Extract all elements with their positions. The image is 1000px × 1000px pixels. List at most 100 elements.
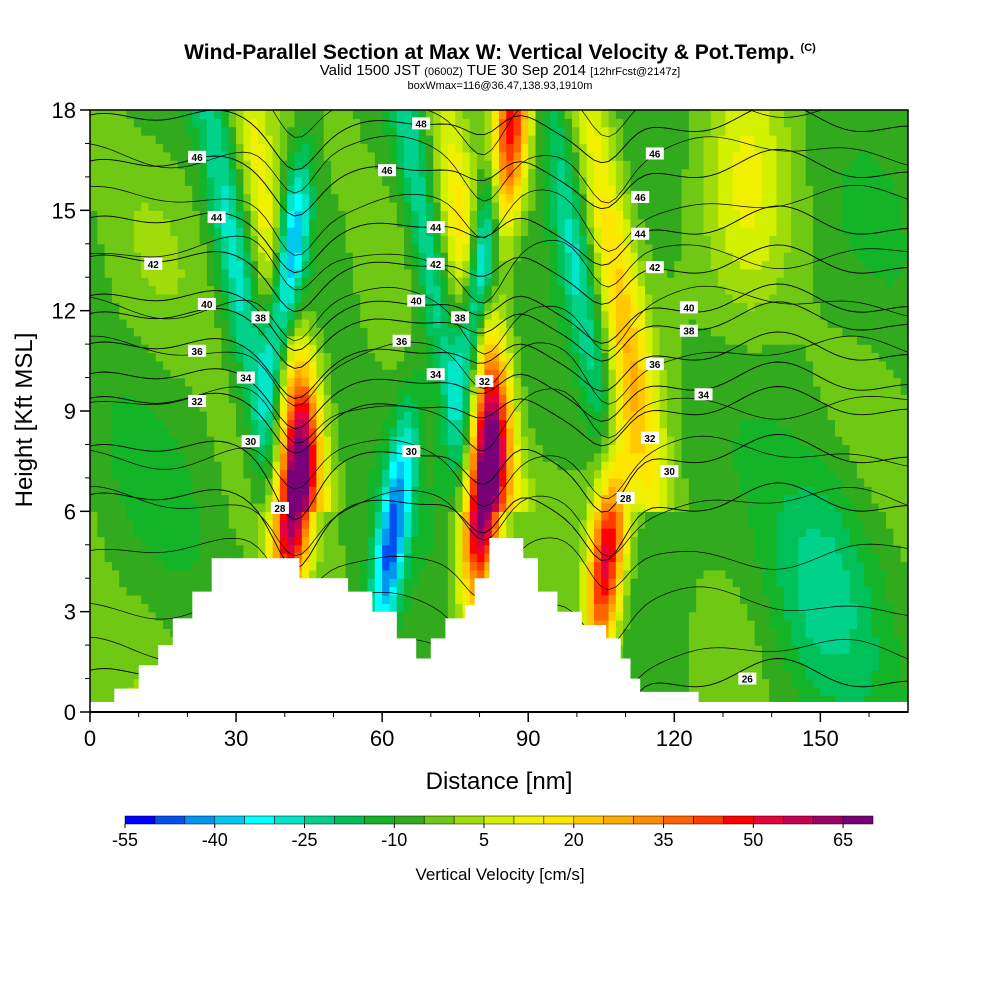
heat-cell	[389, 561, 398, 571]
heat-cell	[382, 252, 391, 262]
heat-cell	[316, 377, 325, 387]
heat-cell	[323, 302, 332, 312]
heat-cell	[557, 201, 566, 211]
heat-cell	[236, 185, 244, 195]
heat-cell	[557, 193, 566, 203]
heat-cell	[513, 369, 522, 379]
heat-cell	[352, 210, 361, 220]
heat-cell	[352, 118, 361, 128]
heat-cell	[418, 461, 427, 471]
heat-cell	[301, 293, 310, 303]
heat-cell	[520, 402, 529, 412]
heat-cell	[214, 519, 223, 529]
heat-cell	[396, 528, 405, 538]
heat-cell	[97, 528, 106, 538]
heat-cell	[352, 185, 361, 195]
heat-cell	[309, 561, 318, 571]
heat-cell	[301, 319, 310, 328]
heat-cell	[111, 335, 120, 345]
heat-cell	[206, 252, 215, 262]
heat-cell	[148, 528, 157, 538]
heat-cell	[90, 444, 98, 454]
heat-cell	[462, 260, 471, 270]
heat-cell	[513, 135, 522, 145]
heat-cell	[513, 502, 522, 512]
heat-cell	[535, 469, 544, 479]
heat-cell	[469, 201, 478, 211]
heat-cell	[440, 494, 449, 504]
heat-cell	[542, 243, 551, 253]
heat-cell	[243, 335, 252, 345]
heat-cell	[170, 436, 179, 446]
heat-cell	[133, 678, 142, 688]
heat-cell	[294, 436, 303, 446]
heat-cell	[564, 385, 573, 395]
heat-cell	[104, 285, 113, 295]
heat-cell	[462, 561, 471, 571]
heat-cell	[236, 260, 244, 270]
heat-cell	[301, 218, 310, 228]
heat-cell	[433, 561, 442, 571]
heat-cell	[352, 151, 361, 161]
heat-cell	[90, 528, 98, 538]
heat-cell	[163, 394, 171, 404]
heat-cell	[440, 118, 449, 128]
heat-cell	[316, 436, 325, 446]
heat-cell	[141, 193, 150, 203]
heat-cell	[542, 160, 551, 170]
heat-cell	[360, 569, 369, 579]
heat-cell	[126, 436, 135, 446]
heat-cell	[564, 494, 573, 504]
heat-cell	[228, 160, 237, 170]
heat-cell	[455, 561, 464, 571]
heat-cell	[272, 419, 281, 429]
heat-cell	[425, 360, 434, 370]
heat-cell	[484, 302, 493, 312]
heat-cell	[374, 193, 383, 203]
heat-cell	[389, 344, 398, 354]
heat-cell	[411, 235, 420, 245]
heat-cell	[126, 494, 135, 504]
heat-cell	[447, 486, 456, 496]
heat-cell	[170, 611, 179, 621]
heat-cell	[323, 243, 332, 253]
heat-cell	[572, 385, 580, 395]
heat-cell	[542, 327, 551, 337]
heat-cell	[104, 352, 113, 362]
heat-cell	[418, 143, 427, 153]
heat-cell	[272, 193, 281, 203]
heat-cell	[542, 260, 551, 270]
heat-cell	[338, 411, 347, 420]
heat-cell	[484, 494, 493, 504]
heat-cell	[90, 536, 98, 546]
heat-cell	[506, 210, 515, 220]
heat-cell	[528, 168, 537, 178]
heat-cell	[425, 268, 434, 278]
heat-cell	[199, 536, 208, 546]
heat-cell	[389, 327, 398, 337]
heat-cell	[528, 210, 537, 220]
heat-cell	[389, 603, 398, 613]
heat-cell	[155, 293, 164, 303]
heat-cell	[579, 268, 588, 278]
heat-cell	[133, 135, 142, 145]
heat-cell	[155, 193, 164, 203]
heat-cell	[513, 235, 522, 245]
heat-cell	[513, 185, 522, 195]
heat-cell	[90, 477, 98, 487]
heat-cell	[294, 427, 303, 437]
heat-cell	[309, 402, 318, 412]
heat-cell	[294, 369, 303, 379]
heat-cell	[163, 110, 171, 119]
heat-cell	[294, 402, 303, 412]
heat-cell	[382, 528, 391, 538]
heat-cell	[111, 135, 120, 145]
heat-cell	[155, 553, 164, 563]
heat-cell	[192, 569, 201, 579]
heat-cell	[163, 210, 171, 220]
heat-cell	[90, 611, 98, 621]
heat-cell	[163, 444, 171, 454]
heat-cell	[206, 110, 215, 119]
heat-cell	[418, 268, 427, 278]
heat-cell	[228, 461, 237, 471]
